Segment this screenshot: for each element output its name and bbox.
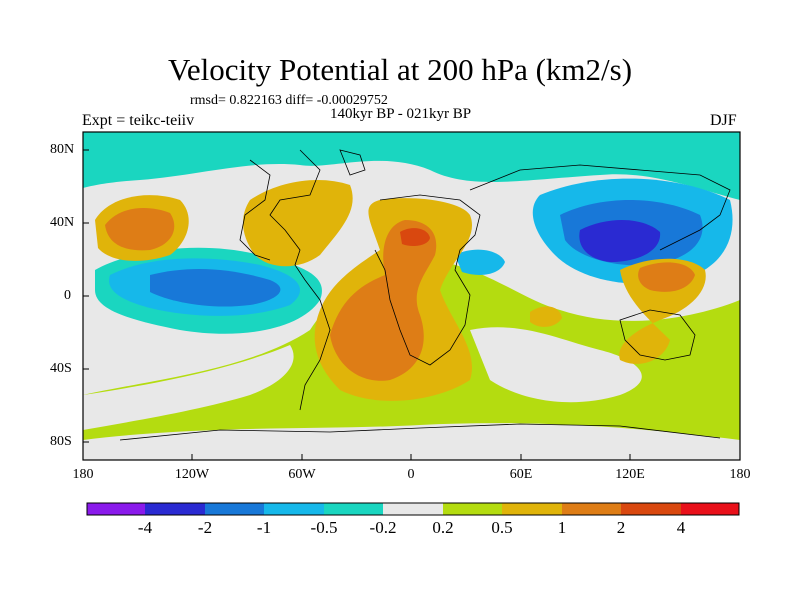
- lat-tick-label: 0: [64, 288, 71, 303]
- lat-tick-label: 80N: [50, 142, 75, 157]
- field-red-med: [400, 228, 430, 246]
- lat-tick-label: 80S: [50, 434, 72, 449]
- field-orange-atlantic: [330, 220, 437, 381]
- field-darkblue-asia: [579, 220, 661, 262]
- colorbar: [86, 502, 740, 516]
- colorbar-label: 4: [676, 518, 686, 537]
- season-label: DJF: [710, 112, 737, 129]
- field-gray-antarctic: [83, 423, 740, 460]
- field-blue-pacific: [150, 268, 281, 307]
- colorbar-label: 2: [616, 518, 626, 537]
- coastlines: [119, 149, 731, 441]
- experiment-label: Expt = teikc-teiiv: [82, 112, 195, 129]
- colorbar-swatch: [621, 503, 681, 515]
- lat-tick-label: 40S: [50, 361, 72, 376]
- field-gray-indian: [470, 327, 642, 403]
- colorbar-swatch: [443, 503, 502, 515]
- colorbar-swatch: [264, 503, 324, 515]
- colorbar-label: 0.2: [432, 518, 454, 537]
- colorbar-label: -0.5: [310, 518, 338, 537]
- colorbar-swatch: [502, 503, 562, 515]
- field-yellow-namerica: [243, 180, 353, 267]
- colorbar-label: -4: [137, 518, 153, 537]
- field-yellow-islands: [530, 306, 562, 327]
- colorbar-label: 0.5: [491, 518, 513, 537]
- colorbar-label: -1: [256, 518, 272, 537]
- period-subtitle: 140kyr BP - 021kyr BP: [330, 106, 472, 122]
- map-title: Velocity Potential at 200 hPa (km2/s): [167, 52, 633, 87]
- field-cyan-arctic: [380, 132, 740, 157]
- lon-tick-label: 60W: [288, 467, 316, 482]
- lon-tick-label: 120E: [615, 467, 645, 482]
- colorbar-swatch: [205, 503, 264, 515]
- colorbar-swatch: [383, 503, 443, 515]
- lon-tick-label: 60E: [509, 467, 533, 482]
- axis-ticks: [82, 149, 741, 460]
- lat-tick-label: 40N: [50, 215, 75, 230]
- colorbar-swatch: [681, 503, 739, 515]
- field-orange-maritime: [638, 262, 695, 292]
- lon-tick-label: 180: [72, 467, 94, 482]
- colorbar-swatch: [562, 503, 621, 515]
- colorbar-swatch: [145, 503, 205, 515]
- lon-tick-label: 120W: [174, 467, 210, 482]
- map-field: [83, 132, 740, 460]
- colorbar-label: -2: [197, 518, 213, 537]
- colorbar-label: -0.2: [369, 518, 397, 537]
- colorbar-swatch: [324, 503, 383, 515]
- colorbar-label: 1: [557, 518, 567, 537]
- colorbar-swatch: [87, 503, 145, 515]
- field-gray-sepacific: [83, 345, 294, 430]
- lon-tick-label: 0: [407, 467, 415, 482]
- field-orange-npacific: [105, 208, 175, 251]
- stats-label: rmsd= 0.822163 diff= -0.00029752: [190, 93, 388, 108]
- field-blue-arabia: [455, 249, 505, 275]
- lon-tick-label: 180: [729, 467, 751, 482]
